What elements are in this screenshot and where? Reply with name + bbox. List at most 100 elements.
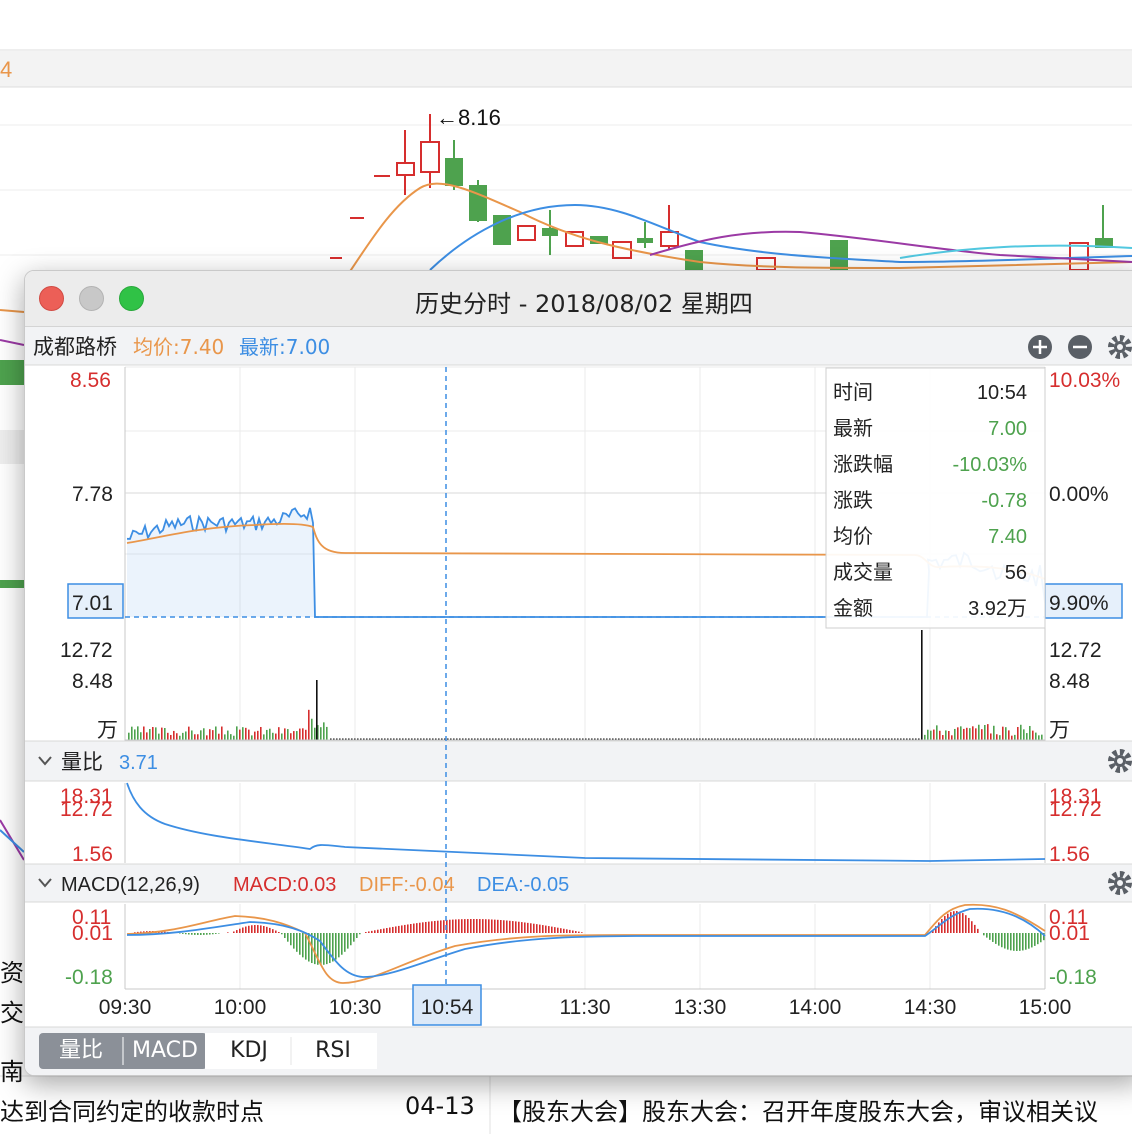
history-intraday-window: 历史分时 - 2018/08/02 星期四 成都路桥 均价:7.40 最新:7.… [24,270,1132,1076]
bg-news-title[interactable]: 【股东大会】股东大会：召开年度股东大会，审议相关议 [498,1098,1098,1126]
volume-bar [618,738,620,740]
volume-bar [816,738,818,740]
time-axis-label: 15:00 [1019,996,1072,1019]
volume-bar [606,738,608,740]
close-window-button[interactable] [39,286,64,311]
volume-bar [290,733,292,740]
macd-bar [575,931,577,933]
volume-bar [726,738,728,740]
volume-bar [330,738,332,740]
ratio-axis-right-top: 18.31 [1049,785,1102,808]
volume-bar [687,738,689,740]
volume-bar [951,735,953,740]
minimize-window-button[interactable] [79,286,104,311]
price-axis-highlight-box [67,583,124,619]
volume-bar [765,738,767,740]
macd-bar [185,933,187,935]
macd-bar [533,923,535,933]
volume-bar [840,738,842,740]
volume-bar [660,738,662,740]
macd-bar [365,932,367,933]
volume-bar [696,738,698,740]
volume-bar [173,730,175,740]
tab-kdj[interactable]: KDJ [230,1038,268,1063]
zoom-in-button[interactable] [1028,335,1052,359]
macd-bar [200,933,202,935]
bg-news-text[interactable]: 达到合同约定的收款时点 [0,1098,264,1126]
volume-bar [921,630,923,740]
macd-bar [134,932,136,933]
volume-bar [651,738,653,740]
volume-bar [435,738,437,740]
ratio-axis-second: 12.72 [60,798,113,821]
volume-bar [158,733,160,740]
macd-bar [317,933,319,965]
volume-bar [194,734,196,740]
volume-axis-right-mid: 8.48 [1049,670,1090,693]
intraday-chart[interactable]: 成都路桥 均价:7.40 最新:7.00 [25,271,1132,1076]
macd-bar [209,933,211,935]
dea-value: DEA:-0.05 [477,874,569,896]
volume-bar [143,726,145,740]
title-bar[interactable]: 历史分时 - 2018/08/02 星期四 [25,271,1132,327]
volume-bar [561,738,563,740]
volume-bar [1032,730,1034,740]
macd-bar [437,920,439,933]
tooltip-value: 56 [1005,562,1027,584]
zoom-window-button[interactable] [119,286,144,311]
volume-bar [624,738,626,740]
macd-bar [197,933,199,935]
macd-bar [398,925,400,933]
volume-bar [669,738,671,740]
macd-bar [1016,933,1018,951]
volume-bar [284,728,286,740]
macd-bar [974,924,976,933]
volume-bar [714,738,716,740]
macd-bar [383,928,385,933]
volume-bar [735,738,737,740]
macd-bar [227,932,229,933]
volume-bar [582,738,584,740]
volume-bar [1014,734,1016,740]
macd-bar [323,933,325,965]
macd-bar [1004,933,1006,949]
tab-volume-ratio[interactable]: 量比 [58,1038,103,1063]
gear-icon[interactable] [1108,871,1132,895]
volume-bar [483,738,485,740]
volume-bar [807,738,809,740]
macd-bar [212,933,214,935]
volume-bar [705,738,707,740]
tab-rsi[interactable]: RSI [315,1038,351,1063]
dea-line [126,907,1046,978]
macd-bar [545,925,547,933]
volume-bar [972,726,974,740]
chevron-down-icon[interactable] [38,878,52,888]
chevron-down-icon[interactable] [38,756,52,766]
macd-bar [956,911,958,933]
macd-bar [320,933,322,965]
volume-bar [345,738,347,740]
volume-bar [759,738,761,740]
volume-bar [320,727,322,740]
macd-bar [206,933,208,935]
volume-bar [867,738,869,740]
volume-bar [888,738,890,740]
macd-bar [536,924,538,933]
zoom-out-button[interactable] [1068,335,1092,359]
tooltip-label: 涨跌 [833,488,873,512]
macd-value: MACD:0.03 [233,874,336,896]
macd-bar [350,933,352,946]
volume-bar [957,727,959,740]
volume-bar [870,738,872,740]
volume-bar [969,728,971,740]
ratio-value: 3.71 [119,752,158,774]
macd-axis-right-second: 0.01 [1049,922,1090,945]
volume-bar [699,738,701,740]
volume-bar [275,733,277,740]
volume-bar [507,738,509,740]
gear-icon[interactable] [1108,335,1132,359]
volume-bar [342,738,344,740]
window-title: 历史分时 - 2018/08/02 星期四 [415,290,753,318]
gear-icon[interactable] [1108,749,1132,773]
tab-macd[interactable]: MACD [132,1038,198,1063]
